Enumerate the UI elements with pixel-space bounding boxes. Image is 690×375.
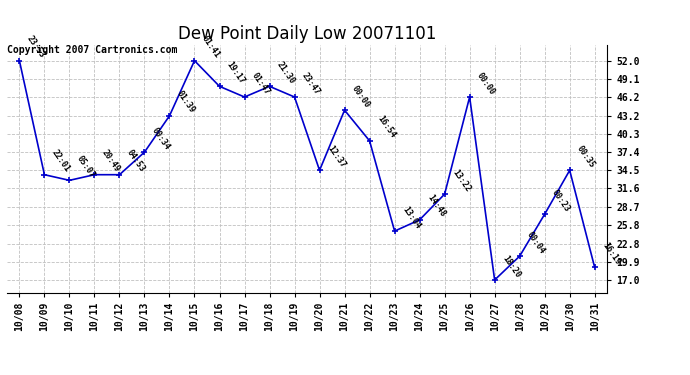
Text: 12:37: 12:37 [325, 144, 347, 170]
Text: 00:34: 00:34 [150, 126, 172, 152]
Text: 01:47: 01:47 [250, 70, 272, 96]
Text: 01:41: 01:41 [200, 34, 221, 60]
Text: 04:53: 04:53 [125, 148, 147, 174]
Text: 01:39: 01:39 [175, 89, 197, 115]
Title: Dew Point Daily Low 20071101: Dew Point Daily Low 20071101 [178, 26, 436, 44]
Text: 00:23: 00:23 [550, 188, 572, 213]
Text: 18:20: 18:20 [500, 254, 522, 279]
Text: 00:35: 00:35 [575, 144, 597, 170]
Text: 20:49: 20:49 [100, 148, 121, 174]
Text: 22:01: 22:01 [50, 148, 72, 174]
Text: 13:22: 13:22 [450, 168, 472, 194]
Text: 00:00: 00:00 [475, 70, 497, 96]
Text: 13:04: 13:04 [400, 205, 422, 230]
Text: 00:00: 00:00 [350, 84, 372, 110]
Text: 00:04: 00:04 [525, 230, 547, 255]
Text: Copyright 2007 Cartronics.com: Copyright 2007 Cartronics.com [7, 45, 177, 55]
Text: 21:30: 21:30 [275, 60, 297, 86]
Text: 16:19: 16:19 [600, 241, 622, 267]
Text: 19:17: 19:17 [225, 60, 247, 86]
Text: 23:47: 23:47 [300, 70, 322, 96]
Text: 16:54: 16:54 [375, 114, 397, 140]
Text: 05:07: 05:07 [75, 154, 97, 180]
Text: 23:53: 23:53 [25, 34, 47, 60]
Text: 14:48: 14:48 [425, 194, 447, 219]
